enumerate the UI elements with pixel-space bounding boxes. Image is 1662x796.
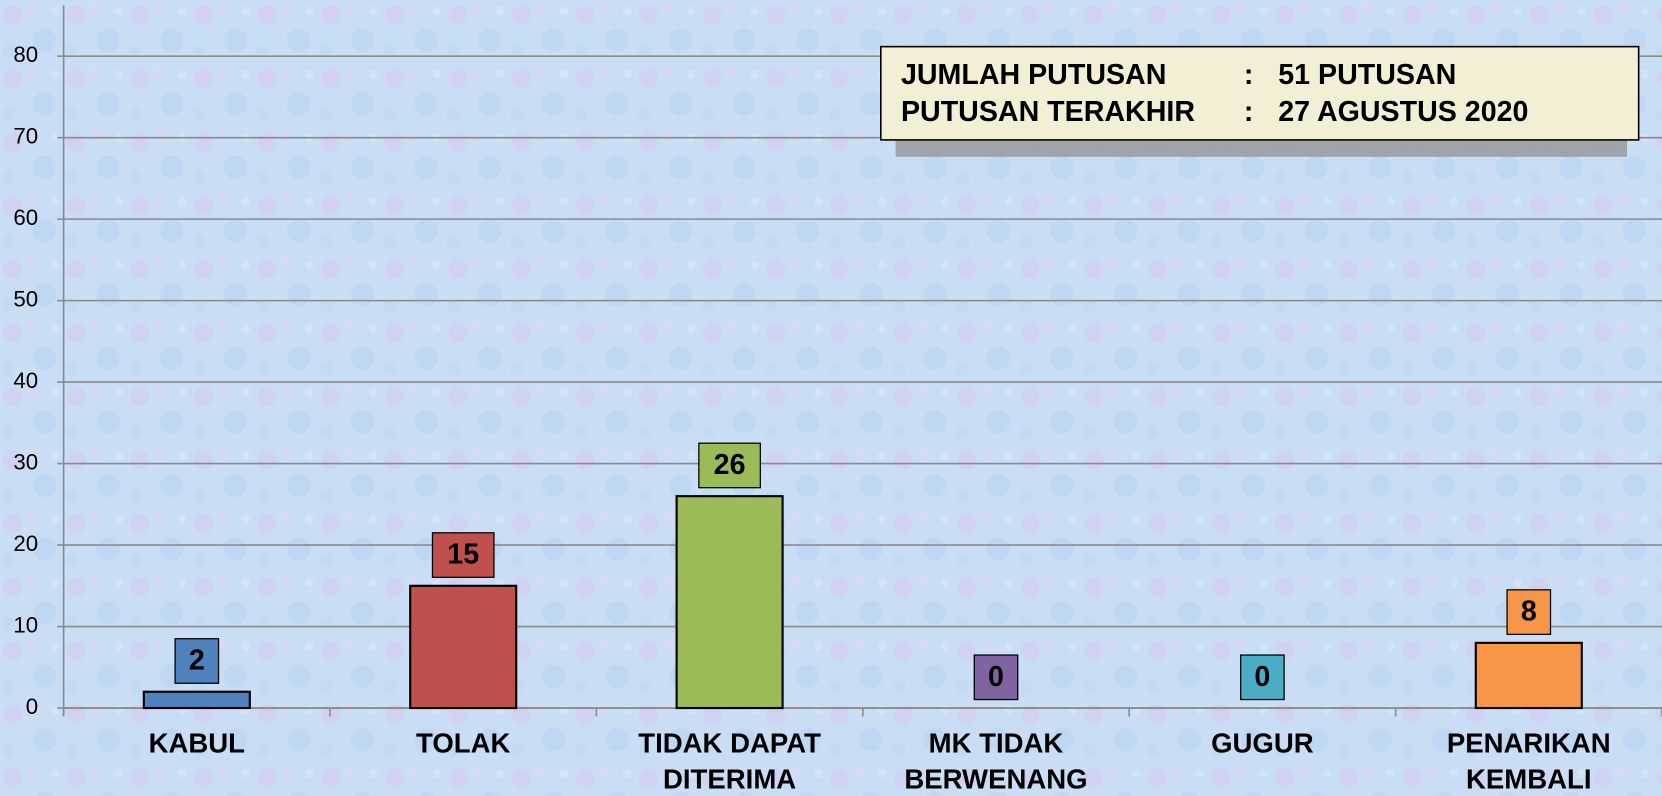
value-label: 2: [189, 645, 205, 677]
info-text: :: [1244, 59, 1254, 91]
x-tick-label: MK TIDAK BERWENANG: [904, 727, 1088, 795]
value-label: 0: [988, 661, 1004, 693]
x-tick-label-box: MK TIDAK BERWENANG: [904, 727, 1088, 795]
y-tick-label: 80: [13, 42, 38, 67]
x-tick-label-box: GUGUR: [1211, 727, 1314, 759]
x-tick-label-box: KABUL: [148, 727, 246, 759]
value-label: 26: [714, 449, 746, 481]
y-tick-label: 60: [13, 205, 38, 230]
info-text: PUTUSAN TERAKHIR: [901, 96, 1195, 128]
x-tick-label: TIDAK DAPAT DITERIMA: [638, 727, 821, 795]
value-label-box: [431, 532, 495, 578]
info-text: :: [1244, 96, 1254, 128]
value-label-box: [1506, 589, 1552, 635]
info-box: JUMLAH PUTUSAN:51 PUTUSAN PUTUSAN TERAKHI…: [880, 45, 1640, 157]
bar: [409, 584, 518, 710]
y-tick-label: 70: [13, 124, 38, 149]
info-text: 27 AGUSTUS 2020: [1278, 96, 1528, 128]
value-label-box: [174, 638, 220, 684]
value-label: 8: [1521, 596, 1537, 628]
x-tick-label: TOLAK: [415, 727, 511, 759]
value-label-box: [698, 442, 761, 489]
y-tick-label: 30: [13, 449, 38, 474]
info-box-frame: [880, 45, 1640, 141]
y-tick-label: 0: [26, 694, 38, 719]
x-tick-label: KABUL: [148, 727, 246, 759]
bar: [675, 495, 784, 710]
x-tick-label-box: PENARIKAN KEMBALI: [1446, 727, 1611, 795]
bar: [1474, 641, 1583, 710]
x-tick-label: PENARIKAN KEMBALI: [1446, 727, 1611, 795]
y-tick-label: 50: [13, 286, 38, 311]
x-tick-label-box: TIDAK DAPAT DITERIMA: [638, 727, 821, 795]
info-text: 51 PUTUSAN: [1278, 59, 1456, 91]
value-label-box: [1240, 654, 1285, 701]
value-label: 0: [1254, 661, 1270, 693]
value-label-box: [973, 654, 1019, 701]
bar: [142, 690, 251, 710]
x-tick-label-box: TOLAK: [415, 727, 511, 759]
y-tick-label: 10: [13, 612, 38, 637]
value-label: 15: [447, 539, 479, 571]
info-text: JUMLAH PUTUSAN: [901, 59, 1166, 91]
x-tick-label: GUGUR: [1211, 727, 1314, 759]
y-tick-label: 40: [13, 368, 38, 393]
y-tick-label: 20: [13, 531, 38, 556]
